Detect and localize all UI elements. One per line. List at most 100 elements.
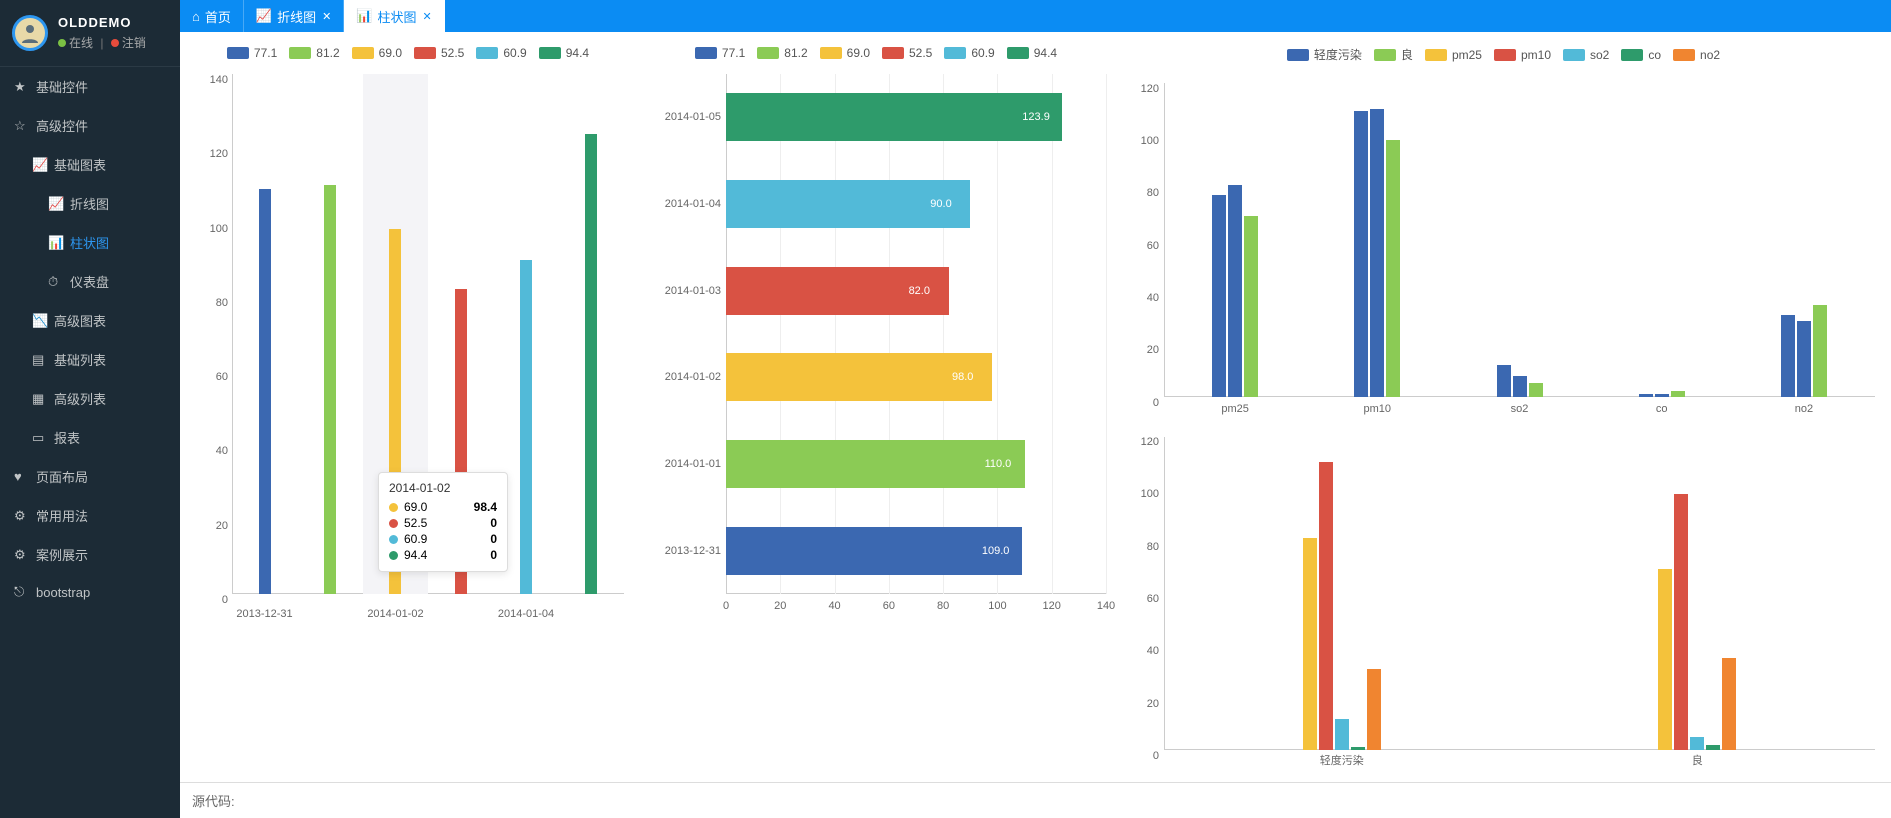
nav-item-7[interactable]: ▤基础列表 — [0, 340, 180, 379]
source-code-label: 源代码: — [180, 782, 1891, 818]
bar[interactable] — [324, 185, 336, 594]
legend-item[interactable]: so2 — [1563, 46, 1609, 63]
nav-item-10[interactable]: ♥页面布局 — [0, 457, 180, 496]
nav-item-2[interactable]: 📈基础图表 — [0, 145, 180, 184]
logout-link[interactable]: 注销 — [122, 36, 146, 50]
nav-item-4[interactable]: 📊柱状图 — [0, 223, 180, 262]
bar[interactable] — [1319, 462, 1333, 750]
legend-item[interactable]: 94.4 — [539, 46, 589, 60]
bar[interactable] — [1303, 538, 1317, 750]
legend-item[interactable]: 81.2 — [289, 46, 339, 60]
nav-item-12[interactable]: ⚙案例展示 — [0, 535, 180, 574]
tab-1[interactable]: 📈折线图✕ — [244, 0, 344, 32]
legend-item[interactable]: 77.1 — [695, 46, 745, 60]
bar[interactable] — [1655, 394, 1669, 397]
ytick: 60 — [1124, 593, 1159, 605]
close-icon[interactable]: ✕ — [322, 10, 331, 23]
legend-item[interactable]: 60.9 — [476, 46, 526, 60]
tab-label: 首页 — [205, 7, 231, 26]
legend-item[interactable]: pm10 — [1494, 46, 1551, 63]
nav-item-6[interactable]: 📉高级图表 — [0, 301, 180, 340]
nav-label: bootstrap — [36, 585, 90, 600]
legend-item[interactable]: 52.5 — [882, 46, 932, 60]
cog-icon: ⚙ — [14, 547, 28, 563]
nav-item-3[interactable]: 📈折线图 — [0, 184, 180, 223]
bar[interactable] — [1690, 737, 1704, 750]
tab-2[interactable]: 📊柱状图✕ — [344, 0, 444, 32]
bar[interactable] — [1658, 569, 1672, 750]
logout-dot — [111, 39, 119, 47]
list2-icon: ▦ — [32, 391, 46, 407]
nav-item-8[interactable]: ▦ 高级列表 — [0, 379, 180, 418]
bar[interactable] — [1722, 658, 1736, 750]
ytick: 0 — [1124, 750, 1159, 762]
ylabel: 2014-01-04 — [636, 198, 721, 210]
bar[interactable] — [726, 93, 1062, 141]
bar[interactable] — [1639, 394, 1653, 397]
nav-item-5[interactable]: ⏱仪表盘 — [0, 262, 180, 301]
heart-icon: ♥ — [14, 469, 28, 484]
bar[interactable] — [1228, 185, 1242, 397]
chart-icon: 📈 — [32, 157, 46, 173]
nav-label: 高级控件 — [36, 116, 88, 135]
bar[interactable] — [259, 189, 271, 594]
legend-item[interactable]: pm25 — [1425, 46, 1482, 63]
bar[interactable] — [1497, 365, 1511, 396]
bar[interactable] — [1386, 140, 1400, 396]
xtick: 20 — [774, 600, 786, 612]
right-panel: 轻度污染良pm25pm10so2cono2 020406080100120pm2… — [1124, 40, 1883, 774]
bar[interactable] — [1529, 383, 1543, 396]
star-o-icon: ☆ — [14, 118, 28, 134]
nav: ★基础控件 ☆ 高级控件 📈基础图表📈折线图📊柱状图⏱仪表盘📉高级图表▤基础列表 ▦ 高级… — [0, 67, 180, 610]
cog-icon: ⚙ — [14, 508, 28, 524]
bar[interactable] — [1244, 216, 1258, 397]
ytick: 40 — [188, 445, 228, 457]
nav-label: 高级列表 — [54, 389, 106, 408]
chart2-panel: 77.181.269.052.560.994.4 020406080100120… — [636, 40, 1116, 774]
bar[interactable] — [1706, 745, 1720, 750]
legend-item[interactable]: co — [1621, 46, 1661, 63]
legend-item[interactable]: 轻度污染 — [1287, 46, 1362, 63]
bar[interactable] — [1671, 391, 1685, 396]
bar[interactable] — [726, 440, 1025, 488]
ylabel: 2014-01-03 — [636, 285, 721, 297]
legend-item[interactable]: 69.0 — [352, 46, 402, 60]
nav-item-11[interactable]: ⚙ 常用用法 — [0, 496, 180, 535]
legend-item[interactable]: 52.5 — [414, 46, 464, 60]
bar[interactable] — [1513, 376, 1527, 397]
close-icon[interactable]: ✕ — [423, 10, 432, 23]
nav-item-13[interactable]: ⎋bootstrap — [0, 574, 180, 610]
user-info: OLDDEMO 在线 | 注销 — [0, 0, 180, 67]
legend-item[interactable]: 60.9 — [944, 46, 994, 60]
bar[interactable] — [1354, 111, 1368, 396]
bar[interactable] — [1335, 719, 1349, 750]
xtick: 0 — [723, 600, 729, 612]
bar-icon: 📊 — [356, 8, 372, 24]
legend-item[interactable]: 77.1 — [227, 46, 277, 60]
nav-label: 常用用法 — [36, 506, 88, 525]
bar[interactable] — [1813, 305, 1827, 397]
tabbar: ⌂首页📈折线图✕📊柱状图✕ — [180, 0, 1891, 32]
legend-item[interactable]: 81.2 — [757, 46, 807, 60]
bar[interactable] — [1781, 315, 1795, 396]
ytick: 60 — [188, 371, 228, 383]
nav-item-0[interactable]: ★基础控件 — [0, 67, 180, 106]
ylabel: 2014-01-05 — [636, 111, 721, 123]
bar[interactable] — [1370, 109, 1384, 397]
bar[interactable] — [1674, 494, 1688, 750]
chart1-panel: 77.181.269.052.560.994.4 020406080100120… — [188, 40, 628, 774]
nav-item-9[interactable]: ▭报表 — [0, 418, 180, 457]
bar[interactable] — [1351, 747, 1365, 750]
bar[interactable] — [726, 527, 1022, 575]
bar[interactable] — [520, 260, 532, 594]
legend-item[interactable]: 94.4 — [1007, 46, 1057, 60]
bar[interactable] — [1212, 195, 1226, 396]
legend-item[interactable]: 良 — [1374, 46, 1413, 63]
nav-item-1[interactable]: ☆ 高级控件 — [0, 106, 180, 145]
legend-item[interactable]: no2 — [1673, 46, 1720, 63]
bar[interactable] — [1367, 669, 1381, 750]
legend-item[interactable]: 69.0 — [820, 46, 870, 60]
bar[interactable] — [585, 134, 597, 594]
bar[interactable] — [1797, 321, 1811, 397]
tab-0[interactable]: ⌂首页 — [180, 0, 244, 32]
